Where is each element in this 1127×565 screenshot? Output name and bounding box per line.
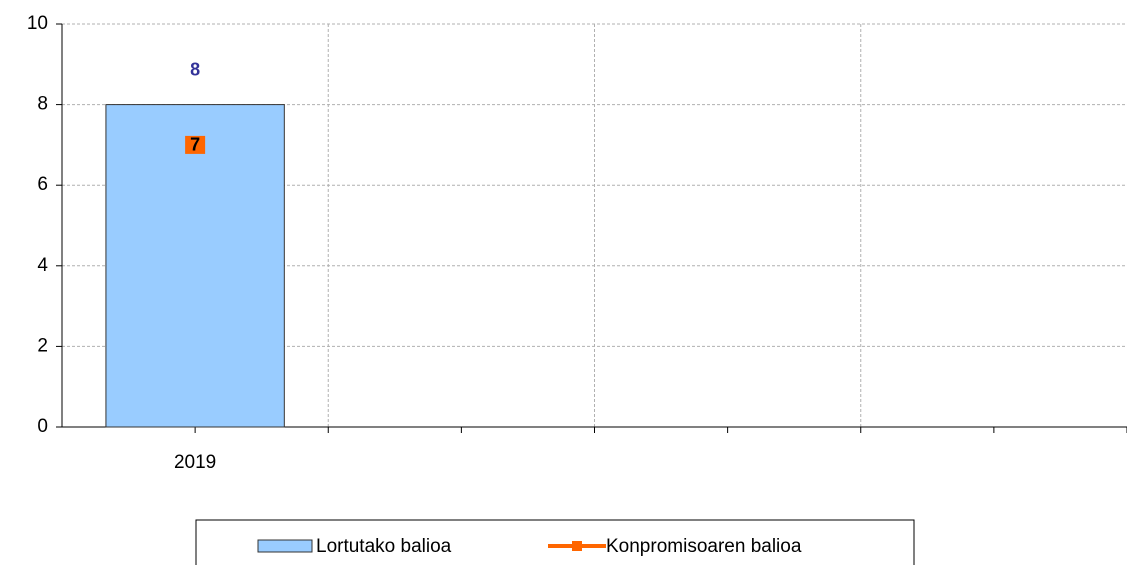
legend-marker — [572, 541, 582, 551]
bar-value-label: 8 — [190, 59, 200, 79]
legend-box — [195, 519, 915, 565]
legend-label: Konpromisoaren balioa — [606, 536, 802, 557]
y-tick-label: 10 — [27, 13, 48, 34]
bar — [105, 104, 285, 428]
legend-swatch — [257, 539, 313, 553]
y-tick-label: 4 — [37, 255, 48, 276]
y-tick-label: 0 — [37, 416, 48, 437]
line-value-label: 7 — [190, 135, 200, 155]
y-tick-label: 8 — [37, 94, 48, 115]
y-tick-label: 2 — [37, 335, 48, 356]
x-tick-label: 2019 — [174, 452, 216, 473]
line-marker — [185, 135, 206, 154]
y-tick-label: 6 — [37, 174, 48, 195]
legend-label: Lortutako balioa — [316, 536, 452, 557]
